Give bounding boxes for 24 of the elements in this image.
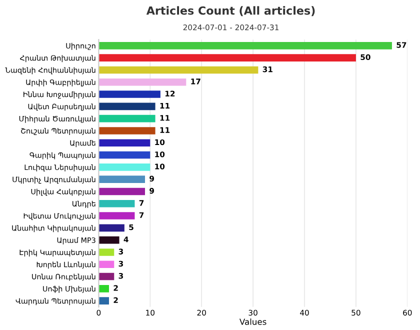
bar <box>98 212 135 220</box>
bar <box>98 102 156 110</box>
bar <box>98 176 146 183</box>
bar <box>98 236 120 244</box>
bar <box>98 272 114 280</box>
bar <box>98 54 356 62</box>
bar <box>98 297 109 304</box>
bar <box>98 248 114 256</box>
bar <box>98 114 156 122</box>
bar <box>98 78 186 86</box>
bar <box>98 42 392 50</box>
bar <box>98 90 160 98</box>
bar <box>98 66 258 74</box>
chart-title: Articles Count (All articles) <box>146 6 315 16</box>
bar <box>98 260 114 268</box>
bar <box>98 285 109 292</box>
bar <box>98 139 150 147</box>
bar <box>98 224 124 232</box>
bar <box>98 127 156 134</box>
bar <box>98 188 146 196</box>
bar <box>98 151 150 159</box>
bar <box>98 164 150 171</box>
x-axis-title: Values <box>240 318 266 325</box>
bar <box>98 200 135 208</box>
